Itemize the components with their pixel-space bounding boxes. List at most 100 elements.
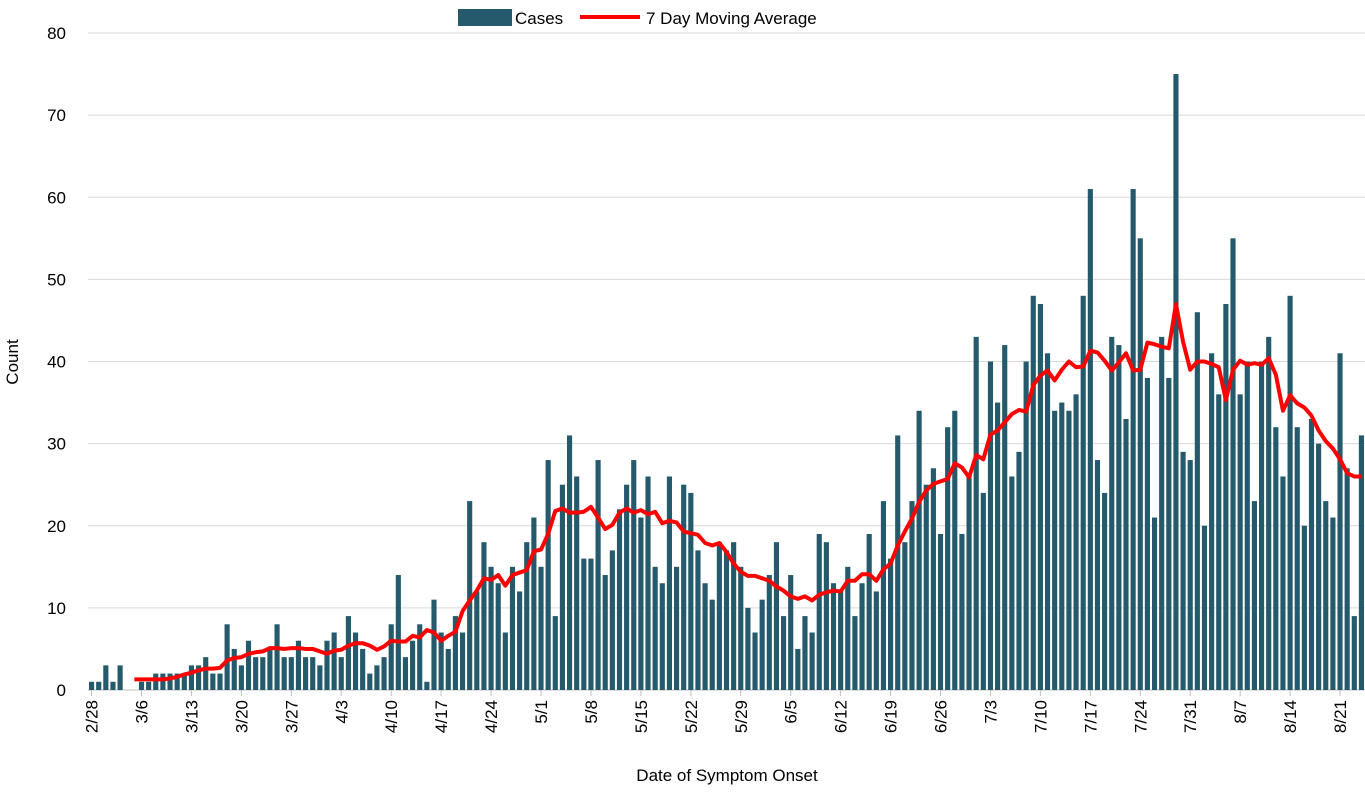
x-axis-title: Date of Symptom Onset bbox=[636, 766, 818, 785]
bar bbox=[716, 542, 722, 690]
bar bbox=[1337, 353, 1343, 690]
bar bbox=[1173, 74, 1179, 690]
bar bbox=[1016, 451, 1022, 690]
bar bbox=[459, 632, 466, 690]
bar bbox=[859, 583, 865, 690]
bar bbox=[1059, 402, 1065, 690]
bar bbox=[381, 657, 387, 690]
moving-average-line bbox=[134, 302, 1362, 682]
bar bbox=[1194, 312, 1200, 690]
bar bbox=[524, 542, 530, 690]
bar bbox=[452, 616, 458, 690]
bar bbox=[1144, 377, 1150, 690]
x-tick-label: 7/31 bbox=[1181, 700, 1200, 733]
bar bbox=[1237, 394, 1243, 690]
bar bbox=[959, 533, 965, 690]
bar bbox=[609, 550, 615, 690]
bar bbox=[781, 616, 787, 690]
x-tick-label: 3/6 bbox=[133, 700, 152, 724]
x-tick-label: 8/14 bbox=[1281, 700, 1300, 733]
bar bbox=[1223, 304, 1229, 690]
bar bbox=[495, 583, 501, 690]
bar bbox=[1137, 238, 1143, 690]
bar bbox=[987, 361, 994, 690]
x-tick-label: 4/17 bbox=[432, 700, 451, 733]
y-tick-label: 0 bbox=[57, 681, 66, 700]
x-tick-label: 8/21 bbox=[1331, 700, 1350, 733]
legend-swatch bbox=[458, 9, 512, 26]
bar bbox=[502, 632, 508, 690]
bar bbox=[588, 558, 594, 690]
bar bbox=[823, 542, 829, 690]
bar bbox=[916, 410, 922, 690]
bar bbox=[1287, 295, 1293, 690]
bar bbox=[338, 657, 344, 690]
bar bbox=[1330, 517, 1336, 690]
x-tick-label: 5/22 bbox=[682, 700, 701, 733]
x-tick-label: 6/26 bbox=[932, 700, 951, 733]
bar bbox=[930, 468, 936, 690]
bar bbox=[260, 657, 266, 690]
bar bbox=[1116, 345, 1122, 690]
bar bbox=[1030, 295, 1036, 690]
x-tick-label: 7/24 bbox=[1131, 700, 1150, 733]
bar bbox=[88, 681, 95, 690]
bar bbox=[895, 435, 901, 690]
bar bbox=[1166, 377, 1172, 690]
x-tick-label: 3/27 bbox=[282, 700, 301, 733]
x-tick-label: 6/12 bbox=[832, 700, 851, 733]
bar bbox=[324, 640, 330, 690]
bar bbox=[217, 673, 223, 690]
legend-label: 7 Day Moving Average bbox=[646, 9, 817, 28]
bar bbox=[146, 681, 152, 690]
x-tick-label: 5/1 bbox=[532, 700, 551, 724]
bar bbox=[1316, 443, 1322, 690]
bar bbox=[631, 460, 637, 690]
bar bbox=[738, 566, 744, 690]
x-tick-label: 4/24 bbox=[482, 700, 501, 733]
bar bbox=[945, 427, 951, 690]
bar bbox=[838, 591, 844, 690]
x-tick-label: 4/10 bbox=[382, 700, 401, 733]
bar bbox=[1123, 418, 1129, 690]
bar bbox=[1151, 517, 1158, 690]
bar bbox=[424, 681, 430, 690]
bar bbox=[659, 583, 665, 690]
bar bbox=[488, 566, 494, 690]
x-tick-label: 6/19 bbox=[882, 700, 901, 733]
bar bbox=[809, 632, 815, 690]
bar bbox=[345, 616, 351, 690]
bar bbox=[673, 566, 680, 690]
y-tick-label: 50 bbox=[47, 270, 66, 289]
bar bbox=[1109, 336, 1115, 690]
bar bbox=[702, 583, 708, 690]
bar bbox=[1244, 361, 1250, 690]
bar bbox=[937, 533, 944, 690]
x-tick-label: 5/15 bbox=[632, 700, 651, 733]
bar bbox=[1209, 353, 1215, 690]
bar bbox=[973, 336, 979, 690]
x-tick-label: 7/3 bbox=[981, 700, 1000, 724]
bar bbox=[538, 566, 544, 690]
bar bbox=[1180, 451, 1186, 690]
bar bbox=[1280, 476, 1286, 690]
bar bbox=[281, 657, 287, 690]
bar bbox=[110, 681, 116, 690]
bar bbox=[224, 624, 230, 690]
bar bbox=[267, 648, 273, 690]
bar bbox=[888, 558, 894, 690]
bar bbox=[574, 476, 580, 690]
bar bbox=[1159, 336, 1165, 690]
y-tick-label: 80 bbox=[47, 24, 66, 43]
bar bbox=[231, 648, 237, 690]
bar bbox=[545, 460, 551, 690]
x-tick-label: 5/8 bbox=[582, 700, 601, 724]
bar bbox=[731, 542, 737, 690]
bar bbox=[759, 599, 765, 690]
y-tick-label: 10 bbox=[47, 599, 66, 618]
bar bbox=[288, 657, 294, 690]
bar bbox=[802, 616, 808, 690]
bar bbox=[902, 542, 908, 690]
bar bbox=[438, 632, 444, 690]
bar bbox=[253, 657, 259, 690]
